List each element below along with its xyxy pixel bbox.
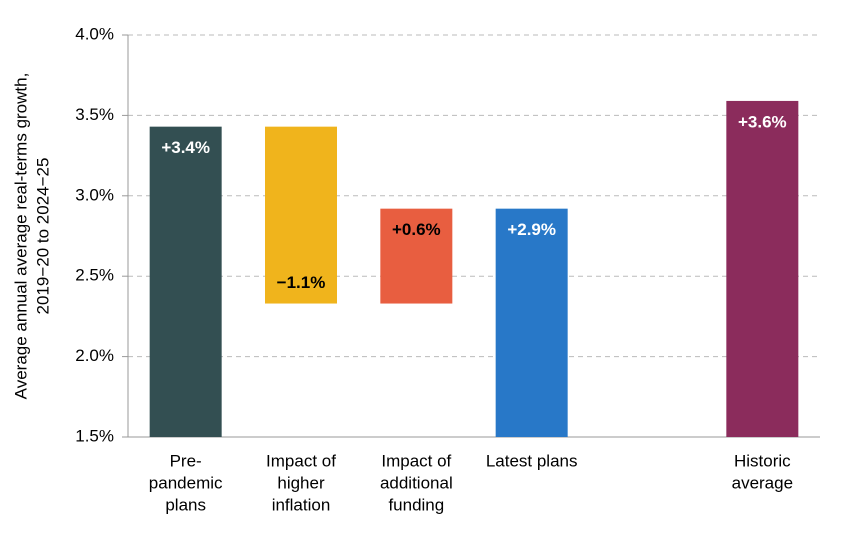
x-tick-label: Pre- (170, 451, 202, 470)
y-axis-title: Average annual average real-terms growth… (11, 73, 30, 400)
value-label: +0.6% (392, 220, 441, 239)
bar (380, 208, 453, 304)
x-tick-label: Latest plans (486, 451, 578, 470)
bar (265, 126, 337, 304)
value-label: +2.9% (507, 220, 556, 239)
bar (149, 126, 222, 437)
x-tick-label: plans (165, 495, 206, 514)
value-label: +3.6% (738, 112, 787, 131)
value-label: +3.4% (161, 138, 210, 157)
x-tick-label: additional (380, 473, 453, 492)
x-tick-label: funding (388, 495, 444, 514)
y-axis-title: 2019−20 to 2024−25 (33, 158, 52, 315)
y-tick-label: 4.0% (75, 24, 114, 43)
x-tick-label: inflation (272, 495, 331, 514)
x-tick-label: Impact of (266, 451, 336, 470)
x-tick-label: pandemic (149, 473, 223, 492)
y-tick-label: 2.0% (75, 346, 114, 365)
x-tick-label: higher (277, 473, 325, 492)
y-tick-label: 3.5% (75, 105, 114, 124)
y-tick-label: 1.5% (75, 426, 114, 445)
bar (726, 100, 799, 437)
x-tick-label: average (732, 473, 793, 492)
y-tick-label: 3.0% (75, 185, 114, 204)
bar (495, 208, 568, 437)
x-tick-label: Impact of (381, 451, 451, 470)
x-tick-label: Historic (734, 451, 791, 470)
value-label: −1.1% (277, 273, 326, 292)
y-tick-label: 2.5% (75, 266, 114, 285)
